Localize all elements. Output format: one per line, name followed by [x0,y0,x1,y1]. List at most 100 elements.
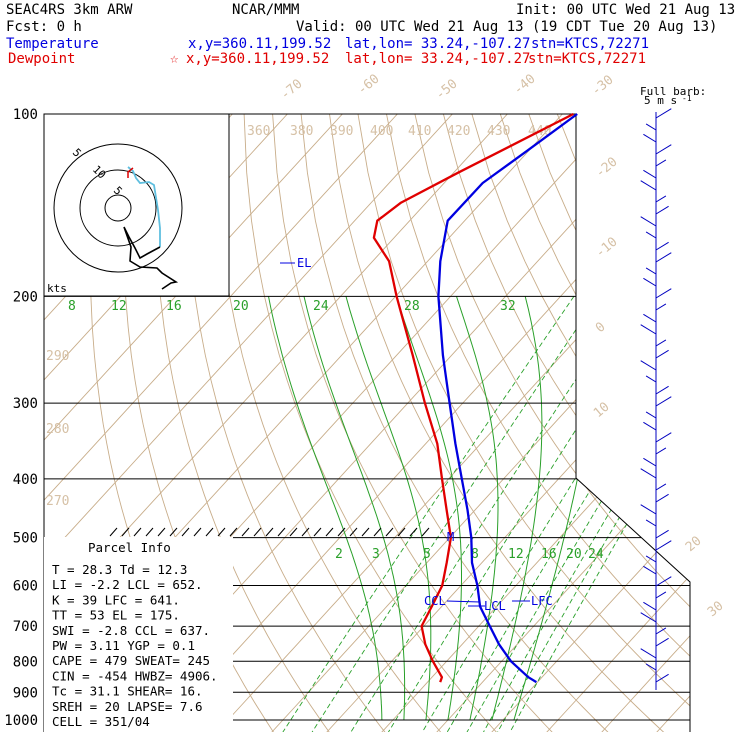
wind-barb [656,160,666,166]
isotherm-line [436,114,740,733]
theta-label: 270 [46,494,69,509]
dry-adiabat-line [443,114,740,733]
dry-adiabat-line [586,114,740,733]
mixing-ratio-line [388,296,662,732]
wind-barb [656,592,666,598]
mixing-ratio-label: 24 [588,547,604,562]
wind-barb [641,649,656,658]
isotherm-label: -50 [433,76,461,103]
dry-adiabat-line [500,114,740,733]
wind-barb [656,638,669,646]
hatch-mark [170,528,177,536]
theta-label: 410 [408,124,431,139]
wind-barb [643,314,656,322]
mixing-ratio-label: 12 [111,299,127,314]
parcel-info-row: T = 28.3 Td = 12.3 [52,562,187,577]
wind-barb [656,484,666,490]
mixing-ratio-line [497,296,740,732]
pressure-label: 500 [13,531,38,547]
parcel-info-rows: T = 28.3 Td = 12.3LI = -2.2 LCL = 652.K … [52,562,218,729]
m-label: M [447,530,454,544]
moist-adiabat-line [492,296,542,720]
wind-barb [641,361,656,370]
barb-unit-exponent: -1 [682,94,692,103]
parcel-info-row: Tc = 31.1 SHEAR= 16. [52,684,203,699]
wind-barb [646,556,656,562]
hodograph-inset: 5 10 5 kts [44,114,229,296]
wind-barb [641,217,656,226]
wind-barb [643,134,656,142]
wind-barb [656,433,671,442]
hatch-mark [290,528,297,536]
wind-barb [646,268,656,274]
parcel-info-row: PW = 3.11 YGP = 0.1 [52,638,195,653]
hatch-mark [410,528,417,536]
mixing-ratio-label: 3 [372,547,380,562]
mixing-ratio-label: 28 [404,299,420,314]
mixing-ratio-line [350,296,630,732]
hatch-mark [158,528,165,536]
parcel-info-row: CAPE = 479 SWEAT= 245 [52,653,210,668]
pressure-label: 300 [13,396,38,412]
parcel-info-row: CIN = -454 HWBZ= 4906. [52,668,218,683]
ccl-tick [447,601,480,602]
dry-adiabat-line [700,114,740,733]
wind-barb [641,469,656,478]
wind-barb [641,505,656,514]
theta-label: 290 [46,349,69,364]
wind-barb [656,289,671,298]
hatch-mark [314,528,321,536]
pressure-label: 1000 [4,713,38,729]
isotherm-line [656,114,740,733]
isotherm-label: 20 [683,534,705,556]
moist-adiabat-line [304,296,405,720]
dewpoint-xy: x,y=360.11,199.52 [186,51,329,67]
wind-barbs [641,109,672,690]
dry-adiabat-line [472,114,740,733]
isotherm-line [601,114,740,733]
isotherm-line [546,114,740,733]
hodo-units: kts [47,282,67,295]
isotherm-line [216,114,740,733]
wind-barb [656,494,669,502]
isotherm-label: 10 [591,400,613,422]
isotherm-label: -10 [593,234,621,261]
hatch-mark [242,528,249,536]
dry-adiabat-line [529,114,740,733]
dewpoint-latlon: lat,lon= 33.24,-107.27 [345,51,530,67]
dry-adiabat-line [557,114,740,733]
wind-barb [656,109,671,118]
moist-adiabat-line [396,296,461,720]
hatch-mark [110,528,117,536]
temperature-latlon: lat,lon= 33.24,-107.27 [345,36,530,52]
model-title: SEAC4RS 3km ARW [6,2,133,18]
wind-barb [656,304,666,310]
mixing-ratio-line [282,296,574,732]
temperature-station: stn=KTCS,72271 [531,36,649,52]
mixing-ratio-label: 32 [500,299,516,314]
wind-barb [656,145,671,154]
mixing-ratio-label: 16 [166,299,182,314]
parcel-info-row: SREH = 20 LAPSE= 7.6 [52,699,203,714]
parcel-info-row: K = 39 LFC = 641. [52,592,180,607]
isotherm-label: 30 [705,599,727,621]
wind-barb [656,386,669,394]
pressure-label: 100 [13,107,38,123]
wind-barb [643,602,656,610]
hatch-mark [206,528,213,536]
wind-barb [641,325,656,334]
parcel-info-box: Parcel Info T = 28.3 Td = 12.3LI = -2.2 … [44,537,233,732]
temperature-trace [438,114,577,682]
pressure-label: 800 [13,654,38,670]
hatch-mark [278,528,285,536]
dry-adiabat-line [301,114,608,733]
mixing-ratio-line [510,296,740,732]
wind-barb [656,397,671,406]
lcl-label: LCL [484,599,506,613]
hatch-mark [386,528,393,536]
isotherm-label: -20 [593,154,621,181]
hatch-mark [374,528,381,536]
